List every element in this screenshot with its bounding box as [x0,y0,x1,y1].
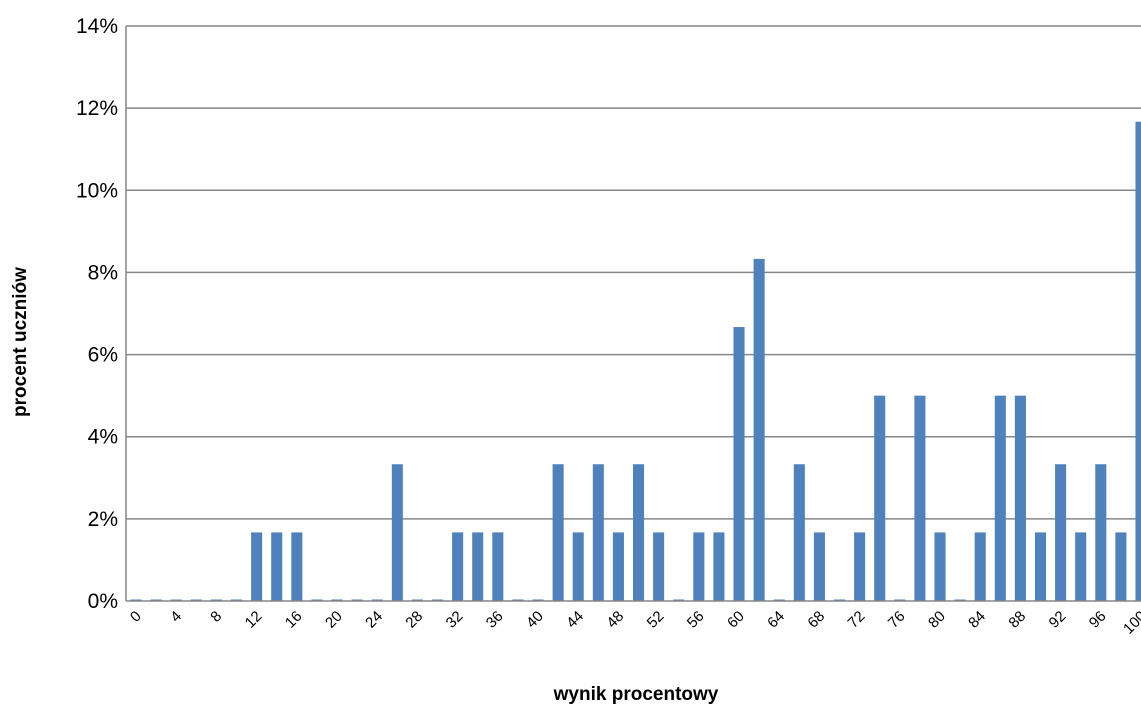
x-tick-label: 80 [925,608,949,632]
x-tick-label: 32 [443,608,467,632]
bar [492,532,504,601]
bar [612,532,624,601]
x-tick-label: 12 [242,608,266,632]
x-tick-label: 56 [684,608,708,632]
x-tick-label: 20 [322,608,346,632]
bar [813,532,825,601]
bars [130,121,1141,602]
x-tick-label: 64 [764,608,788,632]
bar [452,532,464,601]
y-tick-label: 4% [88,426,118,449]
x-tick-label: 24 [362,608,386,632]
bar [1034,532,1047,601]
gridlines [126,25,1141,520]
bar [391,464,403,601]
bar [974,532,986,601]
x-tick-label: 8 [207,608,225,626]
y-tick-label: 6% [88,344,118,367]
bar [854,532,866,601]
x-tick-label: 48 [603,608,627,632]
y-axis-title: procent uczniów [10,267,31,417]
y-tick-label: 0% [88,590,118,613]
x-tick-label: 84 [965,608,989,632]
bar [733,327,745,601]
axes [125,26,1141,602]
x-tick-label: 100 [1120,608,1141,638]
x-tick-label: 68 [804,608,828,632]
bar [1135,121,1141,602]
x-tick-label: 44 [563,608,587,632]
bar [251,532,263,601]
bar [1055,464,1067,601]
x-tick-label: 0 [127,608,145,626]
y-tick-label: 10% [76,179,118,202]
bar [1014,395,1026,601]
x-tick-label: 16 [282,608,306,632]
bar [713,532,725,601]
bar [753,258,765,601]
x-tick-label: 4 [167,608,185,626]
x-tick-labels: 0 4 8 12 16 20 24 28 32 36 40 44 48 52 56 60 64 68 72 76 80 8… [127,608,1141,638]
bar [1075,532,1087,601]
x-tick-label: 76 [885,608,909,632]
y-tick-label: 12% [76,97,118,120]
bar [291,532,303,601]
x-tick-label: 60 [724,608,748,632]
x-tick-label: 36 [483,608,507,632]
bar [653,532,665,601]
y-tick-label: 8% [88,261,118,284]
x-tick-label: 72 [845,608,869,632]
y-tick-label: 14% [76,15,118,38]
x-tick-label: 40 [523,608,547,632]
x-tick-label: 96 [1086,608,1110,632]
bar [572,532,584,601]
bar [592,464,604,601]
y-tick-labels: 0% 2% 4% 6% 8% 10% 12% 14% [76,15,118,613]
bar [994,395,1006,601]
x-tick-label: 88 [1005,608,1029,632]
x-tick-label: 92 [1046,608,1070,632]
x-tick-label: 52 [644,608,668,632]
x-tick-label: 28 [402,608,426,632]
bar [874,395,886,601]
bar [934,532,946,601]
bar [632,464,645,601]
bar [693,532,705,601]
bar [793,464,805,601]
x-axis-title: wynik procentowy [553,684,719,705]
bar [1095,464,1107,601]
bar [552,464,564,601]
bar [271,532,283,601]
bar [1115,532,1127,601]
bar [472,532,484,601]
bar [914,395,926,601]
y-tick-label: 2% [88,508,118,531]
